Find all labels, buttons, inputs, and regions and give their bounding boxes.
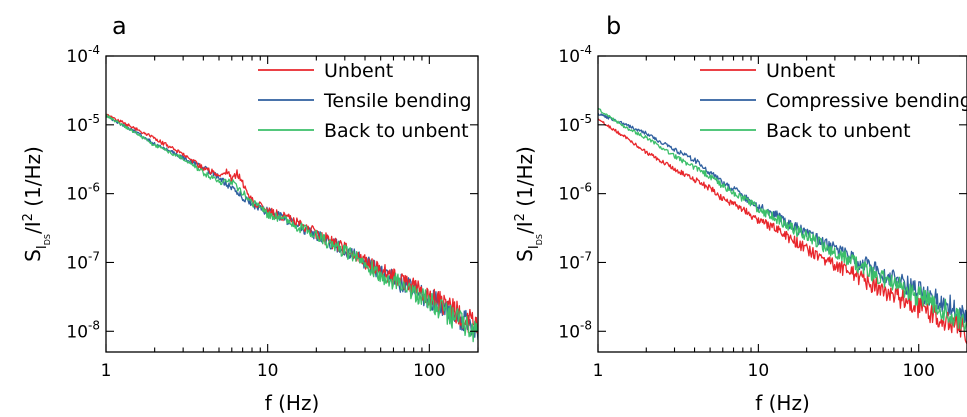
y-axis-title: SIDS/I2 (1/Hz) bbox=[513, 146, 544, 262]
y-title-s: S bbox=[513, 249, 537, 262]
y-tick-exponent: -7 bbox=[88, 249, 100, 263]
y-title-over-i: /I bbox=[513, 221, 537, 234]
x-tick-label: 1 bbox=[101, 361, 112, 381]
y-tick-base: 10 bbox=[66, 116, 88, 136]
legend-label: Compressive bending bbox=[766, 90, 967, 112]
y-tick-label: 10-6 bbox=[66, 181, 100, 205]
y-tick-label: 10-7 bbox=[558, 249, 592, 273]
axes-frame bbox=[597, 55, 967, 353]
y-tick-label: 10-7 bbox=[66, 249, 100, 273]
y-tick-label: 10-5 bbox=[66, 112, 100, 136]
legend-label: Unbent bbox=[324, 60, 393, 82]
y-tick-exponent: -7 bbox=[580, 249, 592, 263]
legend-label: Back to unbent bbox=[324, 120, 469, 142]
y-tick-label: 10-4 bbox=[558, 43, 592, 67]
axes-frame bbox=[105, 55, 479, 353]
y-tick-exponent: -8 bbox=[88, 318, 100, 332]
y-tick-label: 10-6 bbox=[558, 181, 592, 205]
y-title-sub-i: I bbox=[527, 245, 542, 249]
panel-letter: b bbox=[606, 12, 621, 40]
x-axis-title: f (Hz) bbox=[755, 391, 810, 415]
panel-letter: a bbox=[112, 12, 127, 40]
y-tick-label: 10-5 bbox=[558, 112, 592, 136]
x-tick-label: 1 bbox=[593, 361, 604, 381]
y-tick-base: 10 bbox=[66, 322, 88, 342]
series-line-tensile-bending bbox=[106, 114, 478, 340]
y-tick-label: 10-8 bbox=[66, 318, 100, 342]
x-tick-label: 10 bbox=[257, 361, 279, 381]
y-tick-exponent: -4 bbox=[88, 43, 100, 57]
y-tick-exponent: -6 bbox=[580, 181, 592, 195]
y-title-unit: (1/Hz) bbox=[21, 146, 45, 213]
y-title-over-i: /I bbox=[21, 221, 45, 234]
y-tick-base: 10 bbox=[66, 47, 88, 67]
y-tick-label: 10-8 bbox=[558, 318, 592, 342]
y-tick-base: 10 bbox=[558, 47, 580, 67]
y-tick-exponent: -5 bbox=[88, 112, 100, 126]
y-tick-exponent: -8 bbox=[580, 318, 592, 332]
legend-label: Back to unbent bbox=[766, 120, 911, 142]
y-tick-exponent: -4 bbox=[580, 43, 592, 57]
plot-area bbox=[598, 107, 967, 344]
y-tick-base: 10 bbox=[558, 185, 580, 205]
y-title-unit: (1/Hz) bbox=[513, 146, 537, 213]
x-tick-label: 10 bbox=[748, 361, 770, 381]
y-title-sub-ds: DS bbox=[535, 234, 544, 245]
x-tick-label: 100 bbox=[413, 361, 445, 381]
legend-label: Tensile bending bbox=[323, 90, 472, 112]
x-tick-label: 100 bbox=[902, 361, 934, 381]
series-line-unbent bbox=[598, 118, 967, 344]
y-tick-base: 10 bbox=[558, 253, 580, 273]
legend: Unbent Compressive bending Back to unbent bbox=[700, 60, 967, 142]
series-line-back-to-unbent bbox=[106, 113, 478, 343]
y-title-s: S bbox=[21, 249, 45, 262]
y-tick-exponent: -6 bbox=[88, 181, 100, 195]
y-title-sup-2: 2 bbox=[513, 213, 528, 221]
legend: Unbent Tensile bending Back to unbent bbox=[258, 60, 472, 142]
series-line-unbent bbox=[106, 113, 478, 334]
series-line-back-to-unbent bbox=[598, 107, 967, 332]
y-tick-base: 10 bbox=[558, 322, 580, 342]
x-axis-title: f (Hz) bbox=[265, 391, 320, 415]
y-tick-base: 10 bbox=[66, 185, 88, 205]
y-axis-title: SIDS/I2 (1/Hz) bbox=[21, 146, 52, 262]
y-tick-base: 10 bbox=[66, 253, 88, 273]
y-title-sup-2: 2 bbox=[21, 213, 36, 221]
legend-label: Unbent bbox=[766, 60, 835, 82]
y-title-sub-ds: DS bbox=[43, 234, 52, 245]
y-title-sub-i: I bbox=[35, 245, 50, 249]
plot-area bbox=[106, 113, 478, 343]
y-tick-exponent: -5 bbox=[580, 112, 592, 126]
y-tick-label: 10-4 bbox=[66, 43, 100, 67]
y-tick-base: 10 bbox=[558, 116, 580, 136]
